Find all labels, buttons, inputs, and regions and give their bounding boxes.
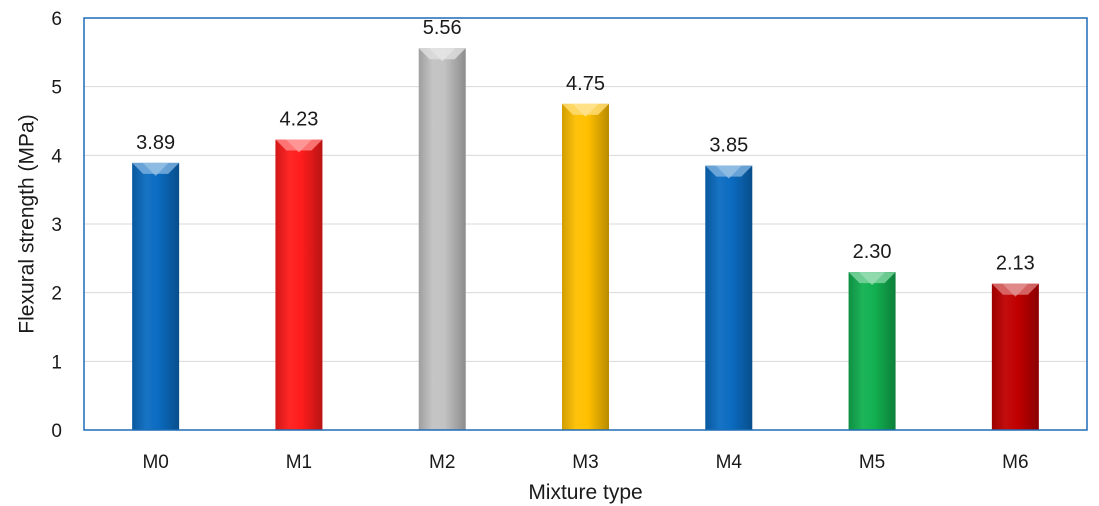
data-label: 4.75 (566, 73, 605, 95)
bar-highlight (285, 139, 312, 153)
bars (132, 48, 1039, 431)
bar-highlight (142, 162, 169, 176)
y-tick-label: 6 (51, 9, 62, 30)
y-tick-label: 1 (51, 352, 62, 373)
x-axis-title: Mixture type (528, 481, 642, 504)
bar-m0 (132, 162, 180, 431)
y-tick-label: 5 (51, 78, 62, 99)
bar-m2 (418, 48, 466, 431)
y-tick-label: 4 (51, 146, 62, 167)
data-label: 2.13 (996, 253, 1035, 275)
bar (418, 48, 466, 431)
bar-highlight (859, 272, 886, 286)
bar-m3 (562, 103, 609, 430)
bar-m4 (705, 165, 753, 430)
bar-highlight (429, 48, 456, 62)
y-tick-label: 3 (51, 215, 62, 236)
y-tick-label: 2 (51, 284, 62, 305)
bar-highlight (1002, 283, 1029, 297)
bar-m6 (991, 283, 1039, 430)
data-label: 5.56 (423, 17, 462, 39)
bar-highlight (715, 165, 742, 179)
bar (275, 139, 323, 431)
axes: 0 1 2 3 4 5 6 M0 M1 M2 M3 M4 M5 M6 (51, 9, 1088, 473)
data-label: 3.89 (136, 132, 175, 154)
data-label: 2.30 (853, 241, 892, 263)
bar-highlight (572, 103, 599, 117)
x-tick-label: M3 (572, 452, 598, 473)
x-tick-label: M4 (716, 452, 743, 473)
bar-m5 (848, 272, 896, 430)
bar (848, 272, 896, 430)
x-tick-label: M0 (142, 452, 168, 473)
bar (132, 162, 180, 431)
plot-border (83, 17, 1088, 431)
bar (562, 103, 609, 430)
x-tick-label: M5 (859, 452, 885, 473)
y-tick-label: 0 (51, 421, 62, 442)
y-axis-title: Flexural strength (MPa) (16, 114, 39, 333)
data-labels: 3.89 4.23 5.56 4.75 3.85 2.30 2.13 (136, 17, 1035, 275)
x-tick-label: M1 (286, 452, 312, 473)
x-tick-label: M2 (429, 452, 455, 473)
bar (705, 165, 753, 430)
data-label: 3.85 (709, 135, 748, 157)
bar-m1 (275, 139, 323, 431)
data-label: 4.23 (279, 109, 318, 131)
x-tick-label: M6 (1002, 452, 1028, 473)
bar (991, 283, 1039, 430)
